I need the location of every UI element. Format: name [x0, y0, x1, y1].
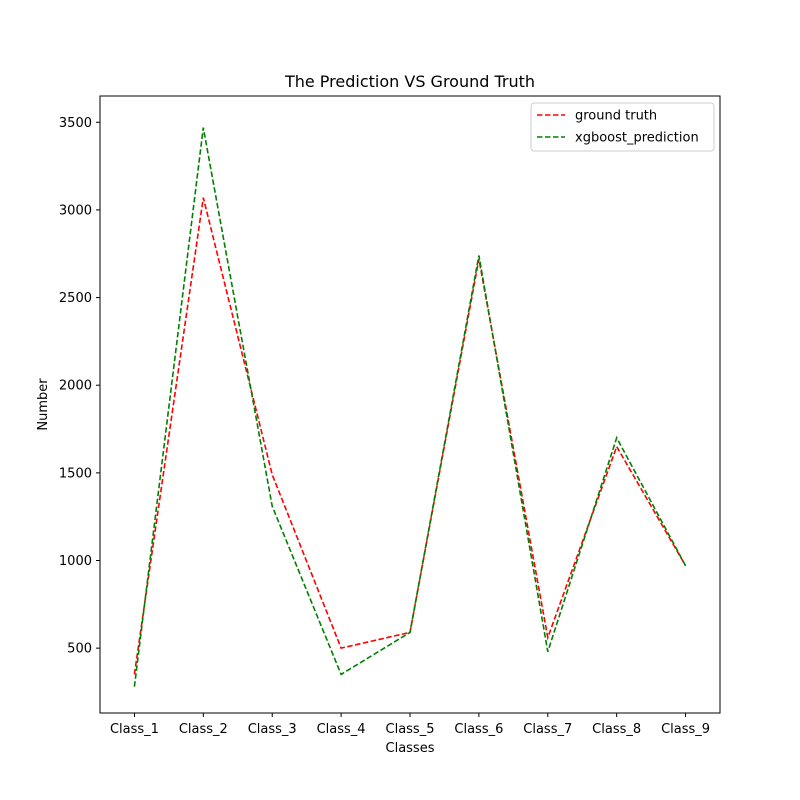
legend: ground truth xgboost_prediction [530, 102, 715, 152]
x-axis-label: Classes [386, 741, 435, 756]
y-tick-label: 3500 [59, 116, 92, 131]
x-tick-label: Class_7 [523, 722, 572, 737]
legend-entry-label: xgboost_prediction [575, 131, 699, 146]
legend-entry-label: ground truth [575, 109, 657, 124]
y-tick-label: 1500 [59, 466, 92, 481]
x-tick-label: Class_5 [386, 722, 435, 737]
y-tick-label: 2000 [59, 379, 92, 394]
y-axis-label: Number [36, 378, 51, 431]
x-axis: Class_1 Class_2 Class_3 Class_4 Class_5 Class… [110, 713, 710, 737]
y-tick-label: 3000 [59, 203, 92, 218]
y-tick-label: 1000 [59, 554, 92, 569]
y-tick-label: 2500 [59, 291, 92, 306]
x-tick-label: Class_6 [454, 722, 503, 737]
x-tick-label: Class_1 [110, 722, 159, 737]
x-tick-label: Class_8 [592, 722, 641, 737]
y-tick-label: 500 [67, 642, 92, 657]
x-tick-label: Class_3 [248, 722, 297, 737]
plot-lines [133, 127, 687, 687]
x-tick-label: Class_4 [317, 722, 366, 737]
chart-title: The Prediction VS Ground Truth [284, 72, 535, 91]
x-tick-label: Class_2 [179, 722, 228, 737]
series-line-xgboost-prediction [133, 127, 687, 687]
legend-box [530, 102, 715, 152]
y-axis: 500 1000 1500 2000 2500 3000 3500 [59, 116, 100, 657]
x-tick-label: Class_9 [661, 722, 710, 737]
